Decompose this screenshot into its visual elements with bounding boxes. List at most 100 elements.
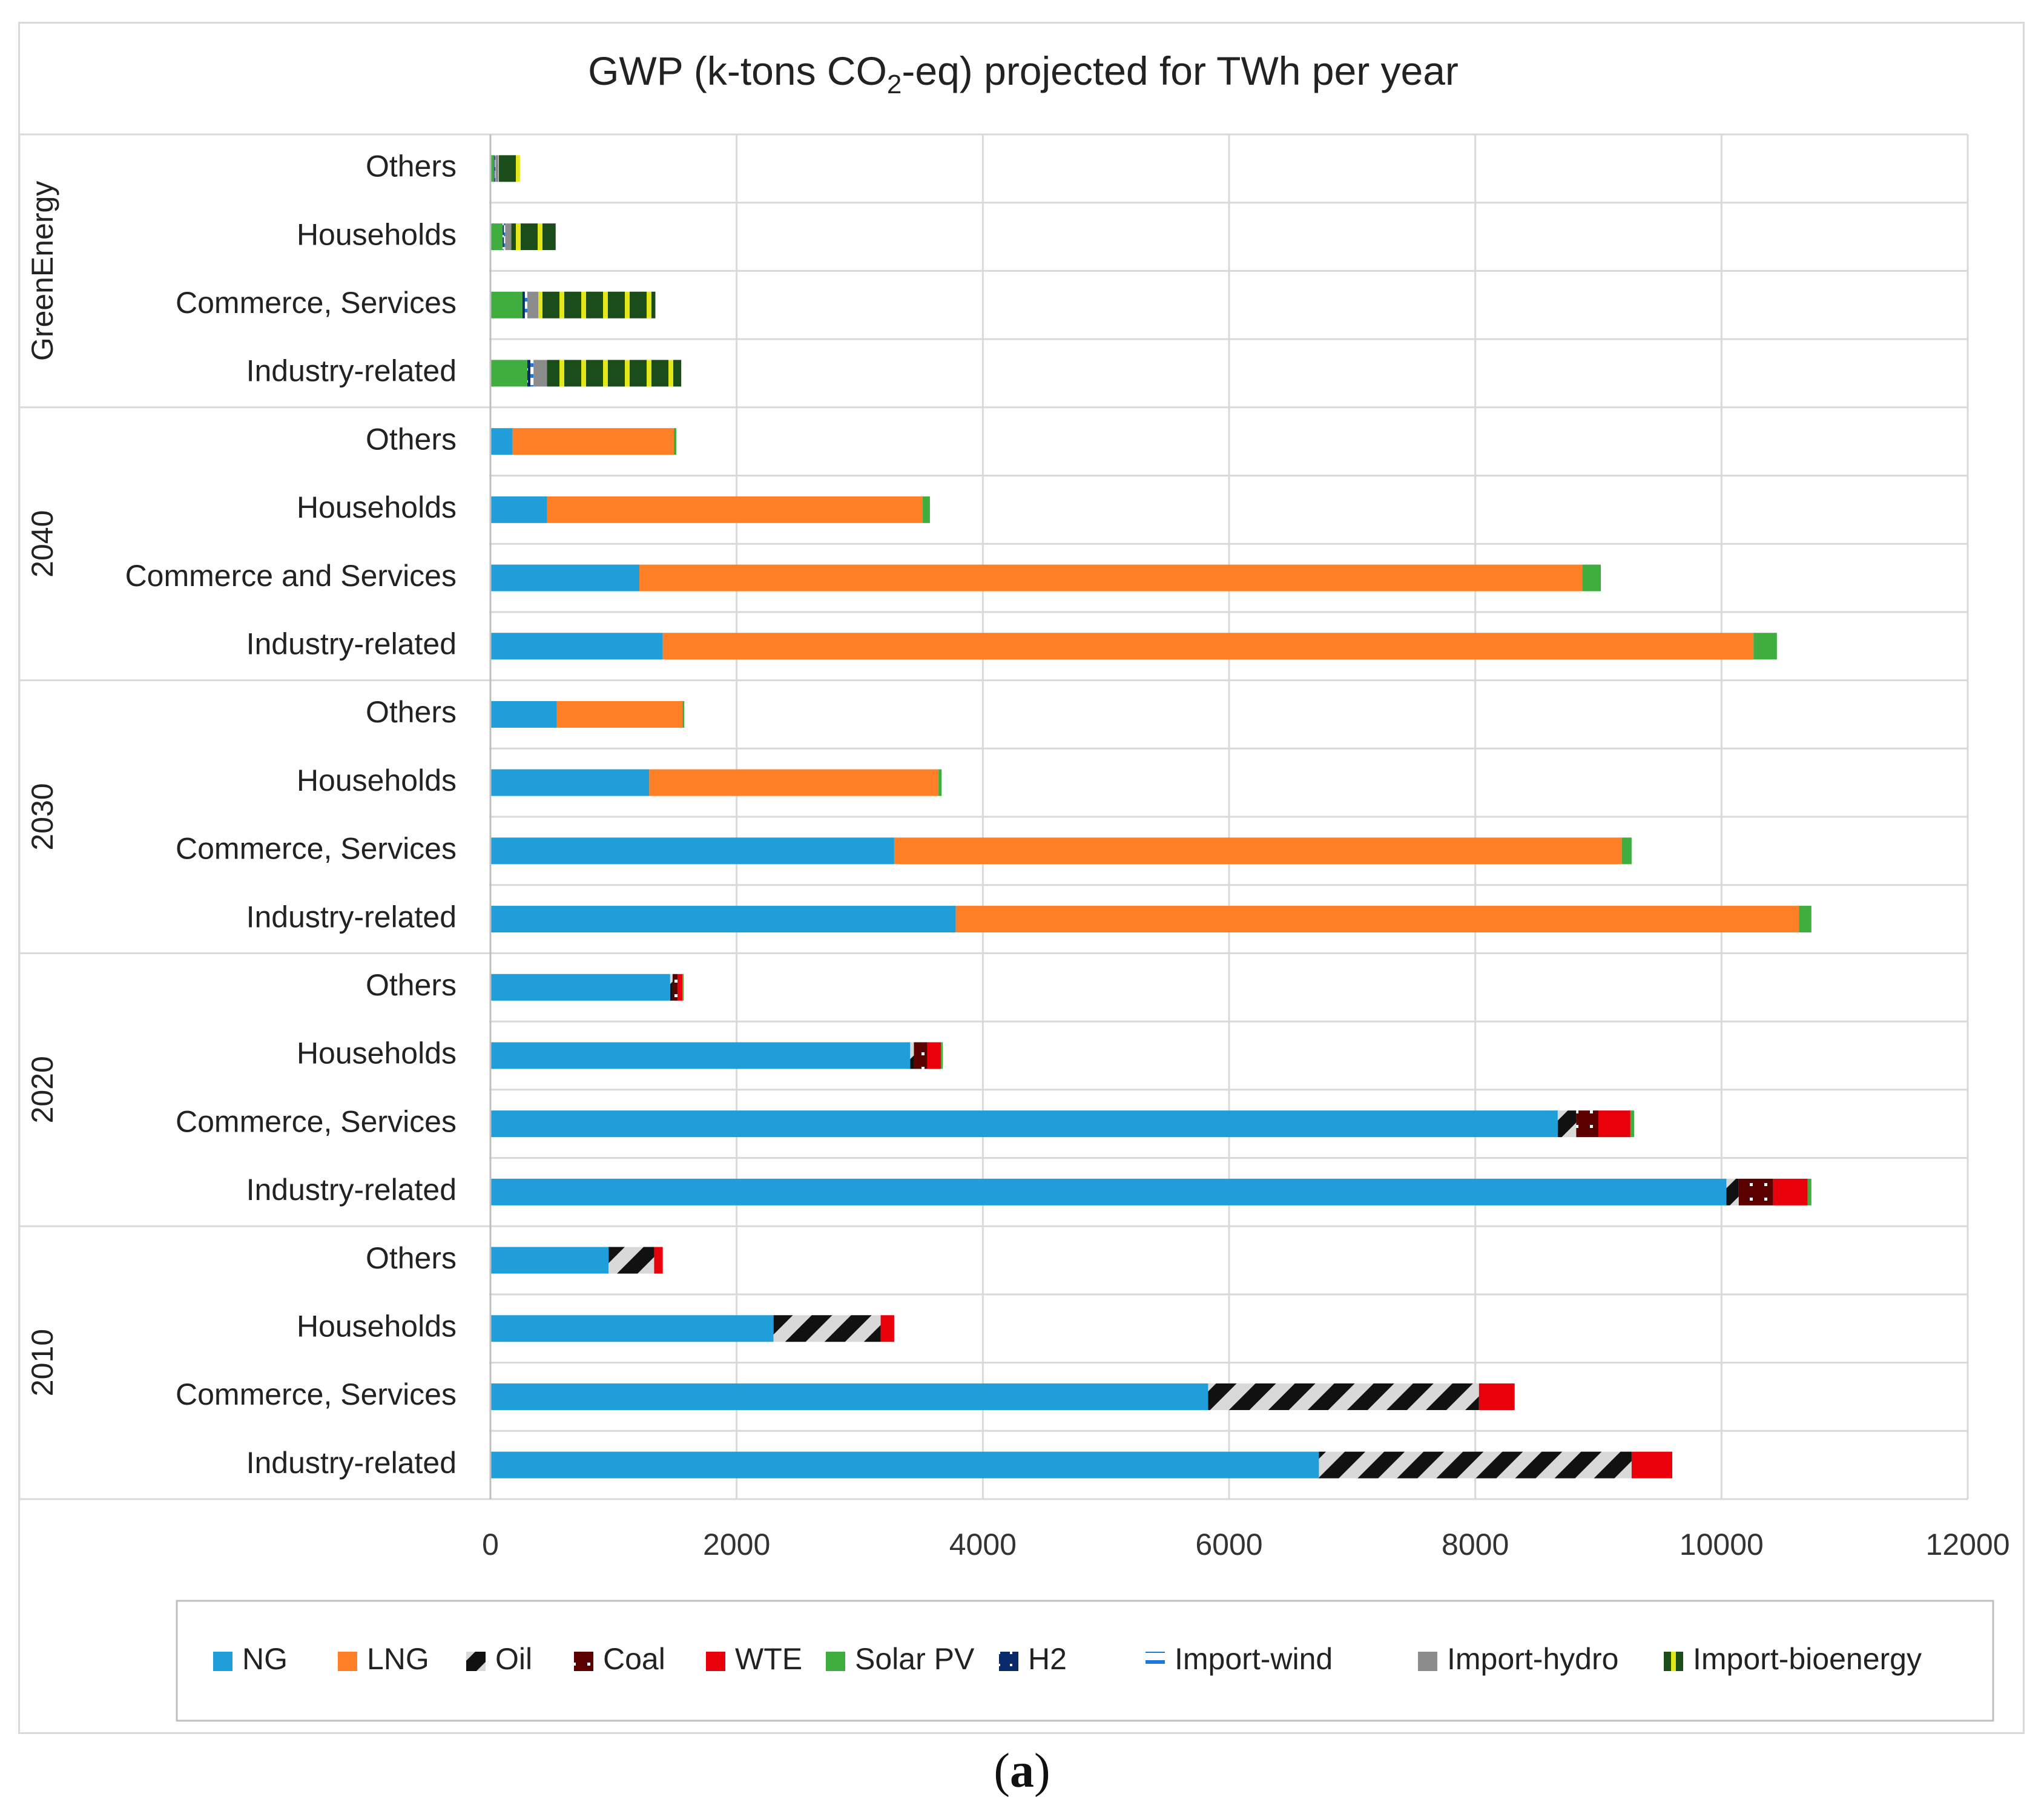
category-label-greenenergy-households: Households: [297, 217, 457, 251]
x-tick-label-0: 0: [482, 1528, 499, 1561]
x-tick-label-8000: 8000: [1442, 1528, 1509, 1561]
bar-2040-commerce-and-services-lng: [639, 564, 1583, 592]
legend-swatch-lng: [338, 1652, 357, 1671]
bar-2010-commerce-services-ng: [490, 1383, 1208, 1410]
bar-greenenergy-others-import-hydro: [495, 155, 499, 182]
category-label-2020-commerce-services: Commerce, Services: [176, 1104, 457, 1138]
bar-2020-households-ng: [490, 1042, 911, 1069]
plot-axes: [18, 134, 1968, 1500]
bar-greenenergy-households-solar-pv: [490, 223, 503, 251]
bar-greenenergy-others-h2: [494, 155, 495, 182]
bar-2010-industry-related-ng: [490, 1451, 1319, 1479]
bar-greenenergy-others-import-bioenergy: [498, 155, 520, 182]
bar-2010-others-oil: [608, 1247, 654, 1274]
bar-2020-commerce-services-solar-pv: [1630, 1110, 1634, 1138]
category-label-2030-others: Others: [366, 695, 457, 729]
bar-greenenergy-commerce-services-import-wind: [524, 291, 527, 318]
legend-label-import-bioenergy: Import-bioenergy: [1693, 1642, 1922, 1676]
bar-2040-industry-related-lng: [662, 633, 1754, 660]
chart-title: GWP (k-tons CO2-eq) projected for TWh pe…: [588, 48, 1459, 99]
chart-frame: [18, 22, 2025, 1734]
category-label-2010-commerce-services: Commerce, Services: [176, 1377, 457, 1411]
category-label-greenenergy-commerce-services: Commerce, Services: [176, 286, 457, 320]
legend-swatch-solar-pv: [826, 1652, 845, 1671]
plot-bars: [490, 155, 1812, 1479]
bar-2020-commerce-services-wte: [1598, 1110, 1630, 1138]
group-label-2020: 2020: [25, 1056, 59, 1123]
category-label-2020-households: Households: [297, 1037, 457, 1070]
bar-greenenergy-industry-related-import-hydro: [533, 360, 547, 387]
bar-2030-industry-related-ng: [490, 906, 956, 933]
bar-2020-households-coal: [914, 1042, 928, 1069]
bar-2020-others-oil: [670, 974, 673, 1001]
bar-greenenergy-industry-related-import-wind: [530, 360, 534, 387]
bar-2010-others-wte: [654, 1247, 663, 1274]
bar-2030-industry-related-lng: [955, 906, 1799, 933]
chart-title-subscript: 2: [887, 70, 902, 99]
bar-2030-households-ng: [490, 769, 650, 796]
bar-2020-industry-related-wte: [1773, 1178, 1808, 1205]
category-label-greenenergy-industry-related: Industry-related: [246, 354, 457, 388]
category-label-2010-households: Households: [297, 1309, 457, 1343]
caption-letter: a: [1010, 1744, 1034, 1798]
bar-2040-industry-related-ng: [490, 633, 663, 660]
bar-2020-households-solar-pv: [941, 1042, 943, 1069]
category-labels: GreenEnergy Others Households Commerce, Ser…: [25, 150, 457, 1480]
category-label-2040-others: Others: [366, 422, 457, 456]
category-label-2010-others: Others: [366, 1241, 457, 1275]
bar-2020-commerce-services-ng: [490, 1110, 1558, 1138]
bar-2040-households-solar-pv: [922, 496, 930, 523]
bar-2030-commerce-services-ng: [490, 837, 894, 865]
category-label-2040-commerce-and-services: Commerce and Services: [125, 559, 457, 593]
group-label-greenenergy: GreenEnergy: [25, 181, 59, 361]
x-tick-label-12000: 12000: [1925, 1528, 2009, 1561]
legend-swatch-oil: [466, 1652, 486, 1671]
category-label-2010-industry-related: Industry-related: [246, 1446, 457, 1480]
bar-2020-households-oil: [910, 1042, 914, 1069]
legend-swatch-ng: [213, 1652, 232, 1671]
bar-2030-commerce-services-lng: [894, 837, 1622, 865]
bar-greenenergy-commerce-services-import-hydro: [527, 291, 539, 318]
category-label-2030-households: Households: [297, 763, 457, 797]
legend-swatch-h2: [999, 1652, 1018, 1671]
legend-label-import-hydro: Import-hydro: [1447, 1642, 1618, 1676]
bar-greenenergy-households-import-hydro: [505, 223, 512, 251]
bar-2010-commerce-services-wte: [1479, 1383, 1515, 1410]
legend-label-wte: WTE: [735, 1642, 802, 1676]
legend-label-import-wind: Import-wind: [1175, 1642, 1333, 1676]
x-tick-label-2000: 2000: [703, 1528, 770, 1561]
category-label-2020-others: Others: [366, 968, 457, 1002]
bar-greenenergy-commerce-services-solar-pv: [490, 291, 523, 318]
legend-label-h2: H2: [1028, 1642, 1067, 1676]
bar-2040-others-ng: [490, 428, 513, 455]
bar-2040-households-lng: [547, 496, 923, 523]
category-label-2040-households: Households: [297, 490, 457, 524]
bar-2040-others-solar-pv: [673, 428, 677, 455]
bar-2010-others-ng: [490, 1247, 609, 1274]
group-label-2010: 2010: [25, 1329, 59, 1396]
bar-2030-others-solar-pv: [682, 701, 685, 728]
bar-2010-commerce-services-oil: [1208, 1383, 1479, 1410]
category-label-2040-industry-related: Industry-related: [246, 627, 457, 661]
category-label-2020-industry-related: Industry-related: [246, 1173, 457, 1207]
bar-greenenergy-industry-related-solar-pv: [490, 360, 527, 387]
group-label-2030: 2030: [25, 783, 59, 850]
legend: NG LNG Oil Coal WTE Solar PV H2 Import-wind Impo…: [176, 1600, 1994, 1722]
caption-close: ): [1034, 1744, 1050, 1798]
bar-2010-households-wte: [880, 1315, 894, 1342]
bar-2010-industry-related-wte: [1631, 1451, 1672, 1479]
legend-label-lng: LNG: [367, 1642, 429, 1676]
bar-2040-industry-related-solar-pv: [1753, 633, 1777, 660]
bar-2040-others-lng: [512, 428, 674, 455]
bar-2020-others-ng: [490, 974, 670, 1001]
x-tick-labels: 0 2000 4000 6000 8000 10000 12000: [482, 1528, 2009, 1561]
plot-gridlines: [19, 133, 1969, 1499]
bar-2030-households-solar-pv: [938, 769, 942, 796]
x-tick-label-4000: 4000: [949, 1528, 1017, 1561]
bar-greenenergy-others-solar-pv: [490, 155, 495, 182]
bar-2040-commerce-and-services-ng: [490, 564, 640, 592]
bar-2010-industry-related-oil: [1319, 1451, 1632, 1479]
bar-2020-households-wte: [927, 1042, 941, 1069]
category-label-greenenergy-others: Others: [366, 150, 457, 183]
category-label-2030-commerce-services: Commerce, Services: [176, 832, 457, 866]
